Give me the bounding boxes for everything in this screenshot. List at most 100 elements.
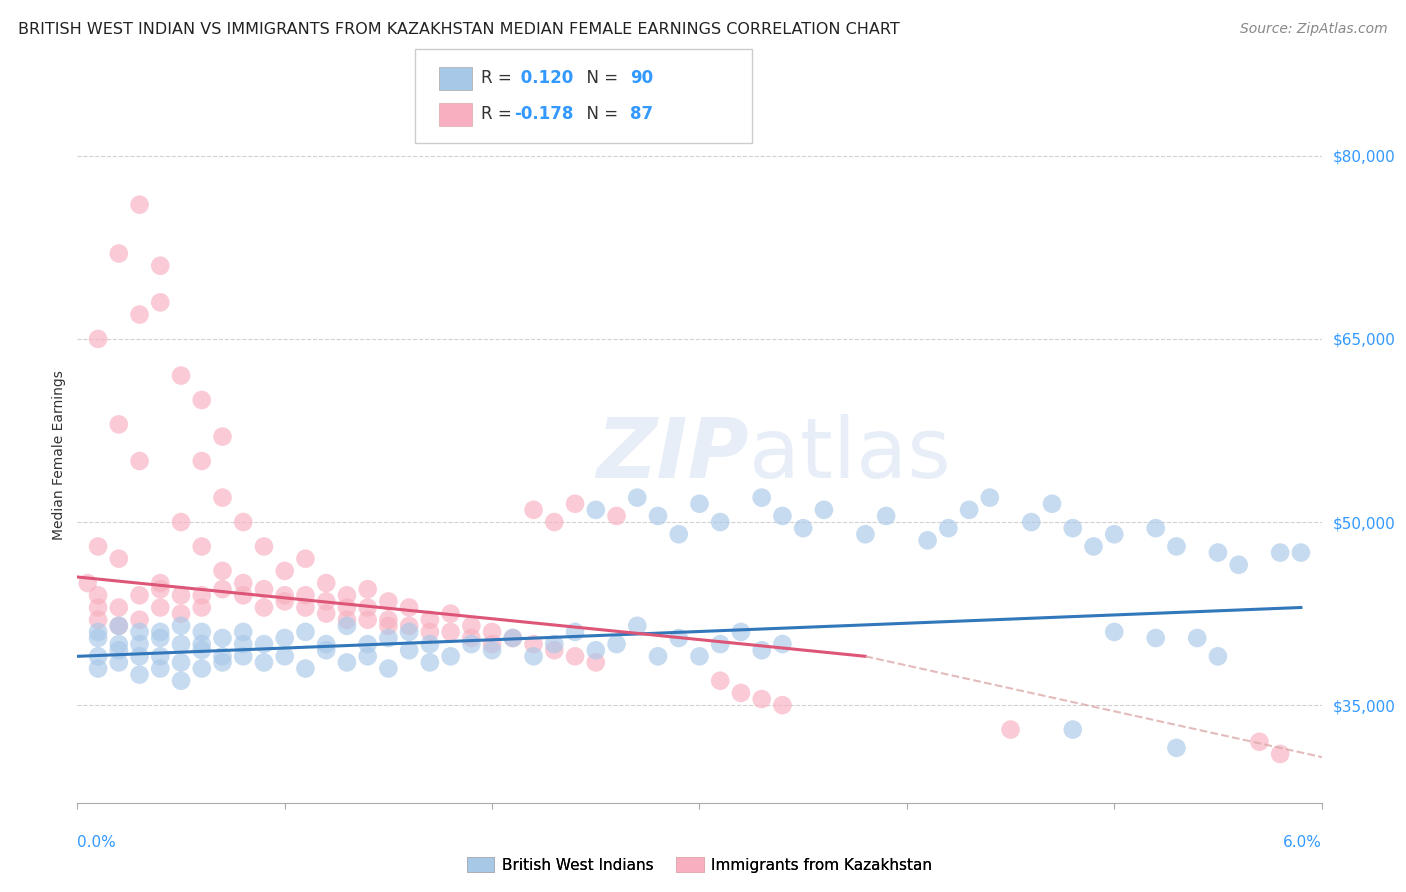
- Point: [128, 667, 150, 681]
- Point: [253, 656, 276, 670]
- Point: [232, 624, 254, 639]
- Point: [149, 624, 172, 639]
- Text: R =: R =: [481, 105, 517, 123]
- Point: [315, 637, 337, 651]
- Point: [87, 649, 110, 664]
- Point: [211, 564, 233, 578]
- Point: [1062, 521, 1084, 535]
- Point: [108, 246, 131, 260]
- Point: [813, 503, 835, 517]
- Point: [170, 607, 193, 621]
- Point: [87, 661, 110, 675]
- Point: [1144, 521, 1167, 535]
- Point: [149, 582, 172, 597]
- Point: [1249, 735, 1271, 749]
- Point: [294, 588, 316, 602]
- Point: [87, 613, 110, 627]
- Point: [709, 673, 731, 688]
- Point: [191, 392, 214, 407]
- Point: [440, 649, 463, 664]
- Point: [128, 197, 150, 211]
- Point: [398, 600, 420, 615]
- Point: [357, 582, 380, 597]
- Point: [211, 429, 233, 443]
- Point: [191, 588, 214, 602]
- Point: [128, 454, 150, 468]
- Text: N =: N =: [576, 70, 624, 87]
- Point: [938, 521, 960, 535]
- Point: [294, 624, 316, 639]
- Point: [149, 600, 172, 615]
- Text: atlas: atlas: [749, 415, 950, 495]
- Point: [751, 491, 773, 505]
- Point: [128, 637, 150, 651]
- Point: [377, 594, 399, 608]
- Point: [440, 607, 463, 621]
- Point: [253, 600, 276, 615]
- Point: [274, 594, 297, 608]
- Text: 87: 87: [630, 105, 652, 123]
- Point: [689, 497, 711, 511]
- Point: [357, 613, 380, 627]
- Point: [149, 295, 172, 310]
- Point: [108, 637, 131, 651]
- Point: [253, 637, 276, 651]
- Point: [647, 649, 669, 664]
- Point: [232, 588, 254, 602]
- Point: [76, 576, 98, 591]
- Point: [128, 588, 150, 602]
- Point: [149, 649, 172, 664]
- Point: [730, 686, 752, 700]
- Point: [274, 649, 297, 664]
- Point: [87, 540, 110, 554]
- Point: [232, 637, 254, 651]
- Point: [108, 600, 131, 615]
- Point: [128, 624, 150, 639]
- Point: [191, 637, 214, 651]
- Point: [1104, 527, 1126, 541]
- Text: N =: N =: [576, 105, 624, 123]
- Point: [149, 259, 172, 273]
- Point: [564, 649, 586, 664]
- Point: [647, 508, 669, 523]
- Point: [626, 619, 648, 633]
- Point: [315, 643, 337, 657]
- Point: [170, 673, 193, 688]
- Point: [274, 588, 297, 602]
- Point: [232, 576, 254, 591]
- Point: [253, 540, 276, 554]
- Point: [211, 582, 233, 597]
- Point: [170, 637, 193, 651]
- Text: 0.0%: 0.0%: [77, 836, 117, 850]
- Point: [87, 588, 110, 602]
- Point: [792, 521, 814, 535]
- Point: [87, 631, 110, 645]
- Point: [481, 624, 503, 639]
- Point: [606, 508, 628, 523]
- Point: [211, 656, 233, 670]
- Point: [1166, 740, 1188, 755]
- Point: [523, 637, 546, 651]
- Point: [398, 643, 420, 657]
- Point: [626, 491, 648, 505]
- Point: [440, 624, 463, 639]
- Point: [108, 619, 131, 633]
- Text: Source: ZipAtlas.com: Source: ZipAtlas.com: [1240, 22, 1388, 37]
- Point: [1187, 631, 1209, 645]
- Text: 90: 90: [630, 70, 652, 87]
- Point: [357, 600, 380, 615]
- Text: BRITISH WEST INDIAN VS IMMIGRANTS FROM KAZAKHSTAN MEDIAN FEMALE EARNINGS CORRELA: BRITISH WEST INDIAN VS IMMIGRANTS FROM K…: [18, 22, 900, 37]
- Point: [1144, 631, 1167, 645]
- Point: [1289, 545, 1312, 559]
- Legend: British West Indians, Immigrants from Kazakhstan: British West Indians, Immigrants from Ka…: [460, 850, 939, 879]
- Point: [336, 613, 359, 627]
- Text: 0.120: 0.120: [515, 70, 572, 87]
- Point: [211, 631, 233, 645]
- Point: [232, 649, 254, 664]
- Point: [336, 588, 359, 602]
- Point: [585, 503, 607, 517]
- Point: [543, 637, 565, 651]
- Point: [1166, 540, 1188, 554]
- Point: [1062, 723, 1084, 737]
- Point: [315, 607, 337, 621]
